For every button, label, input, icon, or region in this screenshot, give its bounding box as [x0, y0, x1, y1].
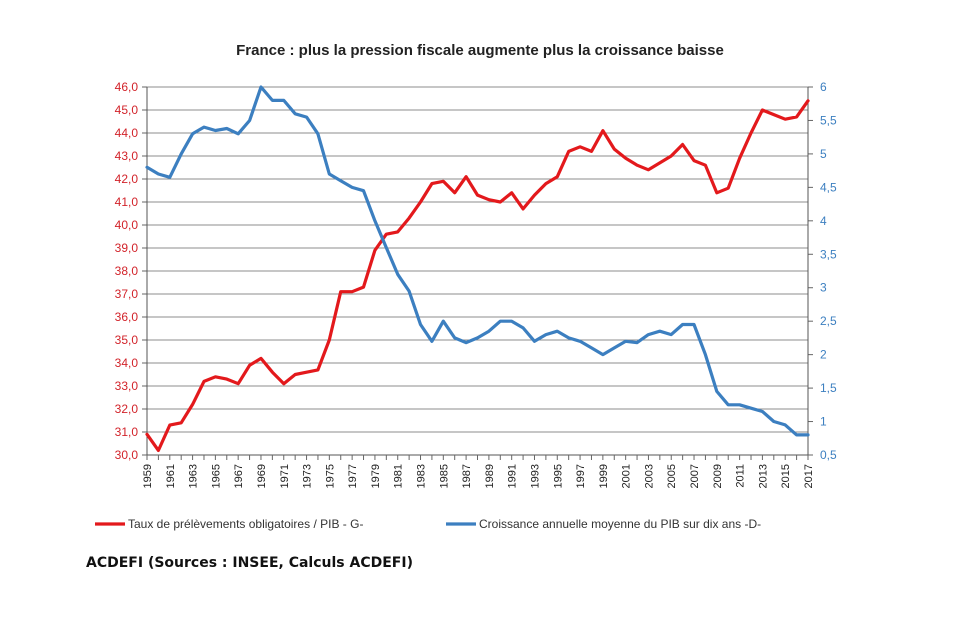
x-tick-label: 1979 — [370, 464, 382, 488]
right-tick-label: 4 — [820, 214, 827, 228]
x-tick-label: 2003 — [643, 464, 655, 488]
right-tick-label: 2,5 — [820, 314, 837, 328]
x-tick-label: 1995 — [552, 464, 564, 488]
right-tick-label: 2 — [820, 348, 827, 362]
x-tick-label: 1959 — [142, 464, 154, 488]
x-tick-label: 1981 — [393, 464, 405, 488]
x-tick-label: 1969 — [256, 464, 268, 488]
x-tick-label: 1991 — [507, 464, 519, 488]
left-tick-label: 36,0 — [115, 310, 139, 324]
x-tick-label: 1999 — [598, 464, 610, 488]
x-tick-label: 2013 — [757, 464, 769, 488]
legend-label-blue: Croissance annuelle moyenne du PIB sur d… — [479, 517, 761, 531]
legend-label-red: Taux de prélèvements obligatoires / PIB … — [128, 517, 363, 531]
left-tick-label: 43,0 — [115, 149, 139, 163]
right-tick-label: 4,5 — [820, 180, 837, 194]
x-tick-label: 1973 — [302, 464, 314, 488]
x-tick-label: 1965 — [210, 464, 222, 488]
x-tick-label: 2009 — [712, 464, 724, 488]
right-tick-label: 5,5 — [820, 113, 837, 127]
left-tick-label: 41,0 — [115, 195, 139, 209]
right-tick-label: 1 — [820, 415, 827, 429]
left-tick-label: 34,0 — [115, 356, 139, 370]
left-tick-label: 42,0 — [115, 172, 139, 186]
left-tick-label: 40,0 — [115, 218, 139, 232]
left-tick-label: 32,0 — [115, 402, 139, 416]
x-tick-label: 1997 — [575, 464, 587, 488]
x-tick-label: 1975 — [324, 464, 336, 488]
x-tick-label: 1983 — [416, 464, 428, 488]
x-tick-label: 2011 — [735, 464, 747, 488]
right-tick-label: 1,5 — [820, 381, 837, 395]
right-tick-label: 6 — [820, 80, 827, 94]
left-tick-label: 44,0 — [115, 126, 139, 140]
right-tick-label: 3 — [820, 281, 827, 295]
left-tick-label: 37,0 — [115, 287, 139, 301]
right-tick-label: 5 — [820, 147, 827, 161]
x-tick-label: 1977 — [347, 464, 359, 488]
series-line-blue — [145, 85, 810, 437]
left-tick-label: 33,0 — [115, 379, 139, 393]
left-tick-label: 46,0 — [115, 80, 139, 94]
source-note: ACDEFI (Sources : INSEE, Calculs ACDEFI) — [86, 555, 413, 571]
left-tick-label: 31,0 — [115, 425, 139, 439]
x-tick-label: 1989 — [484, 464, 496, 488]
x-tick-label: 2007 — [689, 464, 701, 488]
x-tick-label: 2015 — [780, 464, 792, 488]
x-tick-label: 2001 — [621, 464, 633, 488]
left-tick-label: 35,0 — [115, 333, 139, 347]
left-tick-label: 38,0 — [115, 264, 139, 278]
x-tick-label: 1993 — [529, 464, 541, 488]
x-tick-label: 1961 — [165, 464, 177, 488]
x-tick-label: 1971 — [279, 464, 291, 488]
left-tick-label: 45,0 — [115, 103, 139, 117]
x-tick-label: 1967 — [233, 464, 245, 488]
left-tick-label: 30,0 — [115, 448, 139, 462]
x-tick-label: 2005 — [666, 464, 678, 488]
chart-title: France : plus la pression fiscale augmen… — [236, 42, 724, 59]
right-tick-label: 0,5 — [820, 448, 837, 462]
x-tick-label: 1985 — [438, 464, 450, 488]
left-tick-label: 39,0 — [115, 241, 139, 255]
x-tick-label: 1987 — [461, 464, 473, 488]
right-tick-label: 3,5 — [820, 247, 837, 261]
x-tick-label: 2017 — [803, 464, 815, 488]
series-line-red — [145, 99, 810, 452]
x-tick-label: 1963 — [188, 464, 200, 488]
